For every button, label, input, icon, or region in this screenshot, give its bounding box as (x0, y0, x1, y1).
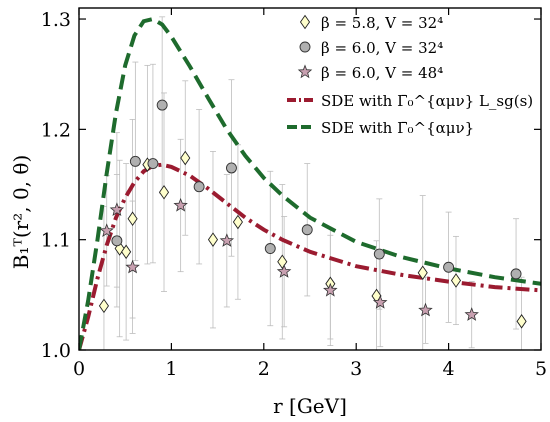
data-point-2-4 (219, 233, 235, 247)
data-point-0-12 (417, 265, 428, 281)
data-point-0-2 (121, 244, 132, 260)
data-point-1-9 (443, 261, 455, 273)
data-point-1-7 (301, 224, 313, 236)
data-point-1-2 (147, 158, 159, 170)
data-point-0-8 (232, 214, 243, 230)
data-point-2-8 (418, 302, 433, 317)
error-bars (100, 16, 525, 350)
data-point-2-2 (125, 259, 140, 274)
plot-frame (78, 7, 542, 351)
data-point-0-6 (180, 150, 191, 166)
data-point-1-5 (226, 162, 237, 174)
y-axis-label: B₁ᵀ(r², 0, θ) (9, 155, 33, 270)
y-tick-label: 1.1 (41, 230, 71, 252)
x-axis-label: r [GeV] (273, 394, 347, 418)
x-tick-label: 0 (73, 358, 85, 380)
y-tick-label: 1.0 (41, 340, 71, 362)
x-tick-label: 2 (258, 358, 270, 380)
data-point-2-5 (276, 264, 292, 278)
data-point-1-4 (193, 181, 205, 193)
data-point-2-3 (173, 197, 188, 212)
curve-0 (79, 162, 541, 350)
data-point-2-7 (372, 295, 388, 309)
legend-marker-0 (299, 14, 311, 30)
legend-marker-1 (299, 41, 311, 53)
x-tick-label: 5 (535, 358, 547, 380)
curve-1 (79, 16, 541, 350)
x-tick-label: 3 (350, 358, 362, 380)
data-point-0-13 (450, 273, 462, 288)
data-point-0-5 (158, 184, 170, 200)
data-point-1-6 (264, 243, 276, 254)
data-point-1-10 (510, 268, 522, 280)
data-point-1-8 (373, 248, 385, 260)
legend-curve-label-1: SDE with Γ̄₀^{αμν} (321, 119, 474, 137)
x-tick-labels: 0 1 2 3 4 5 (73, 358, 547, 380)
legend-label-0: β = 5.8, V = 32⁴ (321, 14, 443, 32)
data-point-1-3 (156, 99, 168, 111)
data-point-2-9 (464, 307, 479, 321)
legend-marker-2 (297, 64, 313, 79)
data-point-0-9 (277, 254, 288, 270)
legend-label-2: β = 6.0, V = 48⁴ (321, 64, 443, 82)
data-point-0-3 (127, 211, 138, 227)
data-point-1-1 (129, 155, 141, 167)
model-curves (79, 16, 541, 350)
y-tick-label: 1.3 (41, 9, 71, 31)
axis-ticks (78, 8, 542, 351)
legend-curve-label-0: SDE with Γ̄₀^{αμν} L_sg(s) (321, 92, 533, 110)
data-point-2-6 (323, 282, 338, 297)
legend-label-1: β = 6.0, V = 32⁴ (321, 39, 443, 57)
data-point-1-0 (111, 235, 123, 247)
data-point-2-0 (99, 223, 114, 237)
data-point-0-0 (98, 298, 109, 314)
y-tick-label: 1.2 (41, 119, 71, 141)
x-tick-label: 4 (443, 358, 455, 380)
legend: β = 5.8, V = 32⁴ β = 6.0, V = 32⁴ β = 6.0,… (287, 14, 533, 137)
data-point-0-7 (207, 232, 219, 247)
y-tick-labels: 1.0 1.1 1.2 1.3 (41, 9, 71, 362)
data-point-2-1 (109, 202, 125, 216)
data-point-0-14 (516, 314, 527, 329)
data-markers (98, 99, 527, 329)
x-tick-label: 1 (165, 358, 177, 380)
